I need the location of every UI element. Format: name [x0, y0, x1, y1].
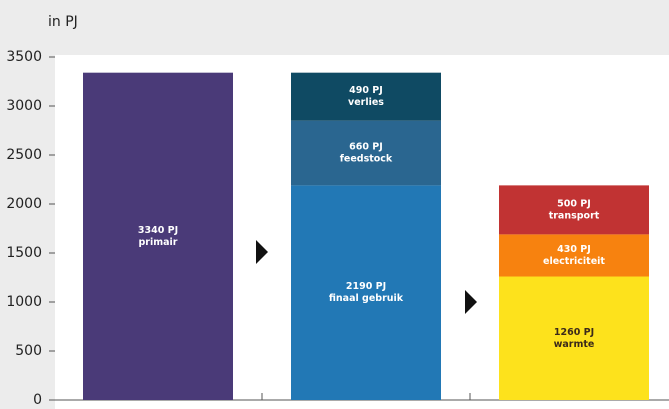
- y-tick-label: 500: [15, 343, 42, 359]
- value-label: 660 PJ: [349, 142, 383, 153]
- y-tick-label: 2500: [6, 147, 42, 163]
- segment-name: finaal gebruik: [329, 293, 404, 304]
- segment-name: electriciteit: [543, 256, 605, 267]
- bar-segment: [499, 234, 649, 277]
- y-tick-label: 1000: [6, 294, 42, 310]
- y-tick-label: 2000: [6, 196, 42, 212]
- value-label: 500 PJ: [557, 198, 591, 209]
- segment-name: warmte: [554, 339, 595, 350]
- value-label: 430 PJ: [557, 244, 591, 255]
- y-tick-label: 0: [33, 392, 42, 408]
- segment-name: verlies: [348, 97, 384, 108]
- arrow: [465, 290, 477, 314]
- value-label: 3340 PJ: [138, 225, 178, 236]
- segment-name: primair: [139, 237, 178, 248]
- arrow: [256, 240, 268, 264]
- bar-segment: [291, 72, 441, 121]
- bar-segment: [499, 185, 649, 235]
- bar-segment: [291, 185, 441, 400]
- bar-segment: [291, 120, 441, 186]
- segment-name: transport: [549, 210, 600, 221]
- value-label: 490 PJ: [349, 85, 383, 96]
- y-tick-label: 1500: [6, 245, 42, 261]
- axis-unit: in PJ: [48, 14, 78, 30]
- value-label: 1260 PJ: [554, 327, 594, 338]
- segment-name: feedstock: [340, 154, 393, 165]
- y-tick-label: 3000: [6, 98, 42, 114]
- value-label: 2190 PJ: [346, 281, 386, 292]
- bar-segment: [499, 276, 649, 400]
- y-tick-label: 3500: [6, 49, 42, 65]
- bar-segment: [83, 72, 233, 401]
